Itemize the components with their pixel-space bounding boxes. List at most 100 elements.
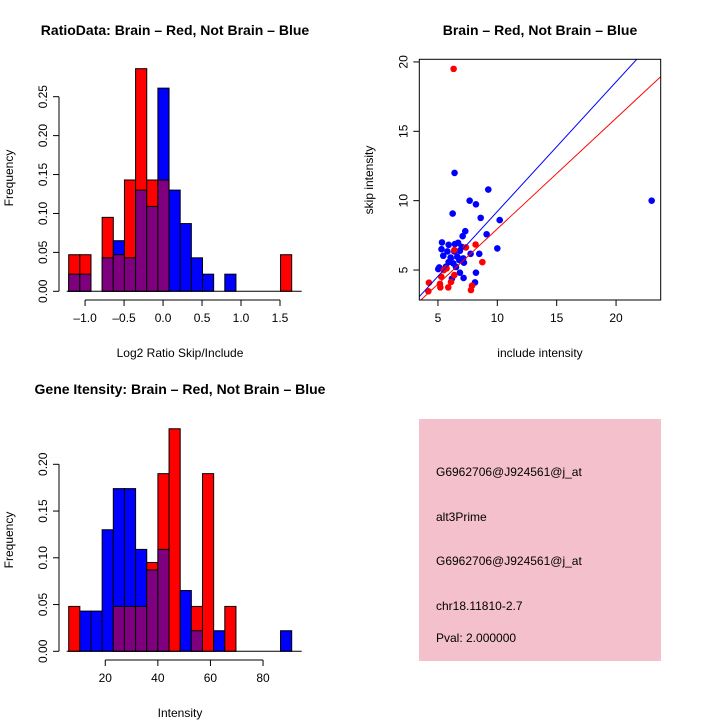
histogram-bar-overlap [123,605,137,652]
probe-id: G6962706@J924561@j_at [436,465,582,479]
info-panel-background [419,419,661,661]
gene-intensity-title: Gene Itensity: Brain – Red, Not Brain – … [35,381,326,397]
histogram-bar-overlap [79,273,92,292]
y-tick-label: 10 [396,194,410,208]
histogram-bar-overlap [190,630,204,652]
brain-point [462,244,470,251]
histogram-bar-brain [168,428,181,652]
not-brain-point [456,247,464,255]
brain-point [468,282,476,290]
event-type: alt3Prime [436,510,487,524]
not-brain-point [451,169,458,177]
x-tick-label: –0.5 [112,311,136,325]
histogram-bar-not-brain [90,610,103,652]
not-brain-point [472,200,480,208]
x-tick-label: 1.5 [272,311,289,325]
not-brain-point [438,239,446,246]
ratio-histogram-xlabel: Log2 Ratio Skip/Include [117,346,244,360]
not-brain-point [484,186,492,193]
histogram-bar-brain [68,605,81,652]
y-tick-label: 0.15 [36,499,50,523]
gene-intensity-histogram: Gene Itensity: Brain – Red, Not Brain – … [2,381,326,720]
not-brain-point [477,214,484,222]
histogram-bar-overlap [157,179,170,292]
y-tick-label: 0.00 [36,639,50,663]
not-brain-point [648,197,655,204]
x-tick-label: 1.0 [233,311,250,325]
not-brain-point [439,252,447,260]
probe-id-2: G6962706@J924561@j_at [436,554,582,568]
not-brain-point [460,274,467,282]
genomic-location: chr18.11810-2.7 [436,599,523,613]
brain-point [479,258,486,266]
y-tick-label: 0.05 [36,240,50,264]
brain-point [451,271,458,279]
not-brain-point [449,210,456,217]
brain-point [425,279,433,286]
x-tick-label: 0.5 [194,311,211,325]
histogram-bar-overlap [135,189,148,292]
not-brain-point [450,260,457,267]
histogram-bar-not-brain [101,529,114,652]
x-tick-label: 15 [550,311,564,325]
scatter-title: Brain – Red, Not Brain – Blue [443,22,638,38]
y-tick-label: 0.25 [36,85,50,109]
y-tick-label: 0.10 [36,546,50,570]
y-tick-label: 0.00 [36,279,50,303]
brain-point [437,284,444,291]
histogram-bar-overlap [123,257,137,292]
histogram-bar-overlap [146,569,159,652]
histogram-bar-not-brain [190,257,204,292]
x-tick-label: 5 [435,311,442,325]
histogram-bar-not-brain [213,630,226,652]
x-tick-label: 20 [609,311,623,325]
ratio-histogram: RatioData: Brain – Red, Not Brain – Blue… [2,22,309,360]
y-tick-label: 0.15 [36,163,50,187]
histogram-bar-not-brain [224,273,237,292]
histogram-bar-not-brain [179,223,192,292]
brain-point [451,246,458,254]
p-value: Pval: 2.000000 [436,631,516,645]
x-tick-label: 10 [491,311,505,325]
not-brain-point [456,269,464,276]
histogram-bar-not-brain [79,610,92,652]
brain-point [472,241,479,248]
not-brain-point [496,216,503,224]
not-brain-point [483,230,490,238]
not-brain-fit-line [419,59,638,297]
histogram-bar-overlap [157,548,170,652]
histogram-bar-not-brain [179,590,192,652]
scatter-xlabel: include intensity [497,346,582,360]
ratio-histogram-ylabel: Frequency [2,150,16,207]
y-tick-label: 20 [396,55,410,69]
histogram-bar-brain [224,605,237,652]
scatter-plot-box [418,58,662,301]
not-brain-point [466,197,473,204]
intensity-scatter: Brain – Red, Not Brain – Blue include in… [362,22,662,360]
histogram-bar-not-brain [168,189,181,292]
histogram-bar-overlap [135,605,148,652]
histogram-bar-overlap [146,205,159,292]
gene-intensity-xlabel: Intensity [158,706,203,720]
y-tick-label: 5 [396,266,410,273]
brain-point [425,287,432,295]
histogram-bar-overlap [112,254,125,292]
brain-point [447,278,455,286]
histogram-bar-brain [280,254,293,292]
y-tick-label: 0.20 [36,124,50,148]
histogram-bar-overlap [112,605,125,652]
brain-point [444,284,452,291]
not-brain-point [438,245,445,253]
not-brain-point [434,265,442,273]
brain-point [450,65,457,73]
y-tick-label: 0.05 [36,593,50,617]
histogram-bar-overlap [68,273,81,292]
scatter-ylabel: skip intensity [362,146,376,215]
not-brain-point [461,227,469,235]
x-tick-label: 80 [256,671,270,685]
histogram-bar-brain [202,473,215,652]
y-tick-label: 0.10 [36,201,50,225]
brain-fit-line [420,76,661,300]
y-tick-label: 0.20 [36,452,50,476]
